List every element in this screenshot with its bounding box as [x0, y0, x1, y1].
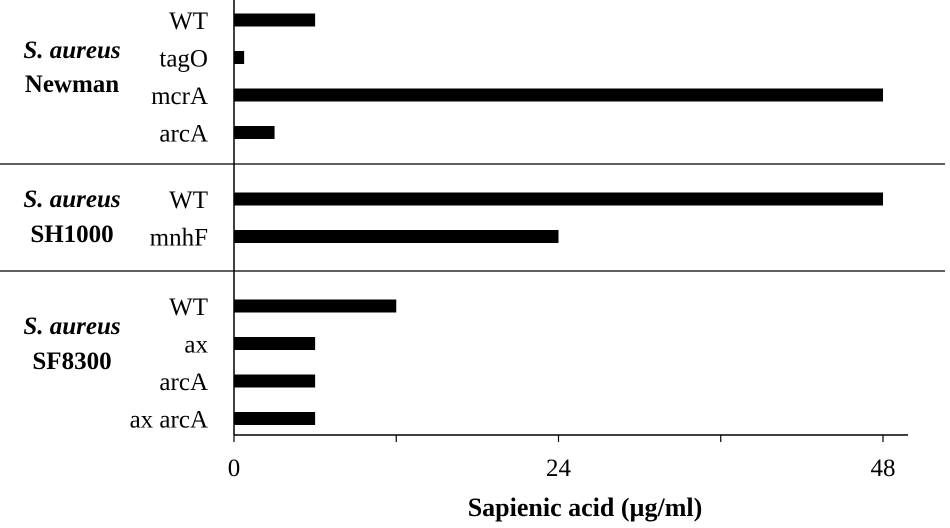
bar-sf8300-arca	[234, 374, 316, 388]
group-label-sf8300: S. aureus SF8300	[23, 313, 120, 375]
x-axis-ticks: 0 24 48	[228, 435, 896, 482]
x-tick-label: 0	[228, 455, 241, 482]
bars	[234, 13, 883, 425]
bar-newman-tago	[234, 51, 245, 64]
group-strain-label: SH1000	[30, 221, 113, 248]
category-label: WT	[169, 294, 208, 321]
group-separators	[0, 163, 945, 272]
x-axis-label: Sapienic acid (µg/ml)	[468, 493, 703, 522]
category-label: mnhF	[150, 225, 208, 252]
bar-newman-mcra	[234, 88, 883, 102]
group-strain-label: SF8300	[32, 348, 111, 375]
category-label: mcrA	[151, 83, 208, 110]
group-strain-label: Newman	[25, 71, 120, 98]
category-label: tagO	[159, 46, 208, 73]
bar-sh1000-wt	[234, 192, 883, 206]
category-label: ax	[184, 332, 208, 359]
group-species-label: S. aureus	[23, 313, 120, 340]
bar-newman-arca	[234, 126, 275, 139]
x-tick-label: 48	[871, 455, 896, 482]
category-labels: WT tagO mcrA arcA WT mnhF WT ax arcA ax arcA	[130, 8, 209, 434]
category-label: arcA	[159, 369, 208, 396]
bar-sf8300-ax	[234, 337, 316, 350]
category-label: ax arcA	[130, 407, 208, 434]
bar-newman-wt	[234, 13, 316, 27]
bar-sf8300-ax-arca	[234, 412, 316, 425]
group-species-label: S. aureus	[23, 37, 120, 64]
group-label-newman: S. aureus Newman	[23, 37, 120, 98]
bar-sf8300-wt	[234, 299, 397, 313]
category-label: WT	[169, 8, 208, 35]
bar-sh1000-mnhf	[234, 230, 559, 243]
x-tick-label: 24	[546, 455, 572, 482]
group-label-sh1000: S. aureus SH1000	[23, 186, 120, 248]
category-label: WT	[169, 187, 208, 214]
group-species-label: S. aureus	[23, 186, 120, 213]
category-label: arcA	[159, 121, 208, 148]
